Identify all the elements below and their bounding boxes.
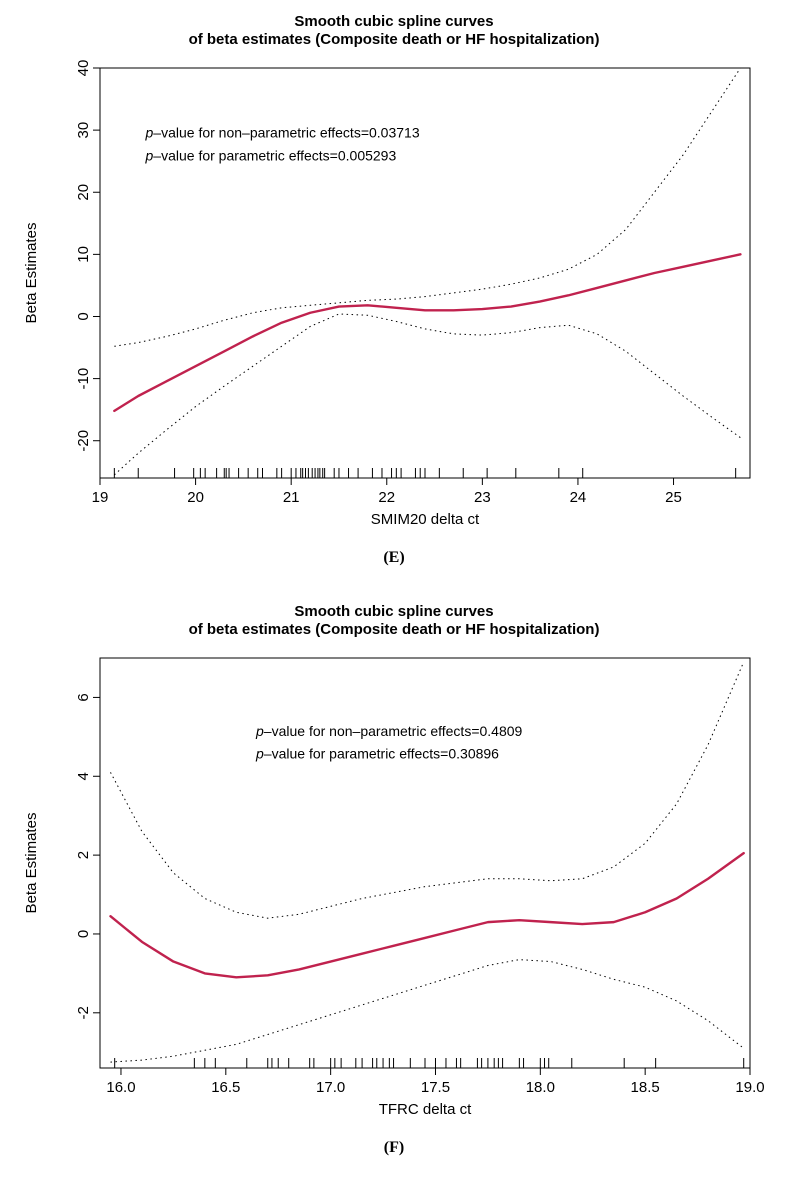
panel-E-pval-param-rest: –value for parametric effects=0.005293 [153, 147, 396, 163]
svg-text:23: 23 [474, 489, 491, 506]
figure-page: Smooth cubic spline curves of beta estim… [0, 0, 788, 1183]
panel-F-pval-nonparam: p–value for non–parametric effects=0.480… [255, 723, 523, 739]
panel-F-main-line [110, 853, 743, 977]
panel-F-pval-param: p–value for parametric effects=0.30896 [255, 745, 499, 761]
svg-text:20: 20 [187, 489, 204, 506]
panel-F-ci-upper [110, 662, 743, 918]
svg-text:20: 20 [75, 184, 92, 201]
panel-E-pval-nonparam-p: p [145, 125, 154, 141]
svg-text:18.5: 18.5 [631, 1079, 660, 1096]
panel-E-rug [114, 468, 735, 478]
panel-F-container: Smooth cubic spline curves of beta estim… [0, 590, 788, 1170]
panel-E-ci-lower [114, 314, 740, 475]
panel-E-pval-param-p: p [145, 147, 154, 163]
svg-text:17.0: 17.0 [316, 1079, 345, 1096]
svg-text:0: 0 [75, 312, 92, 320]
panel-F-xlabel: TFRC delta ct [379, 1101, 472, 1118]
svg-text:4: 4 [75, 772, 92, 780]
panel-F-x-axis: 16.0 16.5 17.0 17.5 18.0 18.5 19.0 [106, 1068, 764, 1096]
panel-E-x-axis: 19 20 21 22 23 24 25 [92, 478, 682, 506]
svg-text:16.0: 16.0 [106, 1079, 135, 1096]
panel-F-pval-nonparam-rest: –value for non–parametric effects=0.4809 [264, 723, 523, 739]
panel-F-ci-lower [110, 960, 743, 1063]
svg-text:10: 10 [75, 246, 92, 263]
panel-F-svg: Smooth cubic spline curves of beta estim… [0, 590, 788, 1170]
panel-E-pval-nonparam-rest: –value for non–parametric effects=0.0371… [153, 125, 420, 141]
svg-text:-20: -20 [75, 430, 92, 452]
svg-text:24: 24 [570, 489, 587, 506]
svg-text:0: 0 [75, 930, 92, 938]
svg-text:22: 22 [378, 489, 395, 506]
panel-F-title-line1: Smooth cubic spline curves [294, 603, 493, 620]
panel-F-y-axis: -2 0 2 4 6 [75, 693, 100, 1019]
panel-F-pval-param-rest: –value for parametric effects=0.30896 [264, 745, 499, 761]
panel-E-pval-param: p–value for parametric effects=0.005293 [145, 147, 397, 163]
panel-E-title-line2: of beta estimates (Composite death or HF… [189, 31, 600, 48]
svg-text:30: 30 [75, 122, 92, 139]
svg-text:2: 2 [75, 851, 92, 859]
panel-F-pval-param-p: p [255, 745, 264, 761]
panel-E-xlabel: SMIM20 delta ct [371, 511, 480, 528]
panel-F-ylabel: Beta Estimates [23, 813, 40, 914]
svg-text:40: 40 [75, 60, 92, 77]
panel-F-pval-nonparam-p: p [255, 723, 264, 739]
panel-E-ylabel: Beta Estimates [23, 223, 40, 324]
svg-text:-2: -2 [75, 1006, 92, 1019]
panel-F-rug [115, 1058, 744, 1068]
panel-E-main-line [114, 254, 740, 411]
panel-E-tag: (E) [383, 549, 404, 566]
panel-F-tag: (F) [384, 1139, 404, 1156]
svg-text:6: 6 [75, 693, 92, 701]
svg-text:25: 25 [665, 489, 682, 506]
panel-E-svg: Smooth cubic spline curves of beta estim… [0, 0, 788, 580]
panel-F-plot-border [100, 658, 750, 1068]
svg-text:19.0: 19.0 [735, 1079, 764, 1096]
svg-text:18.0: 18.0 [526, 1079, 555, 1096]
svg-text:16.5: 16.5 [211, 1079, 240, 1096]
panel-F-title-line2: of beta estimates (Composite death or HF… [189, 621, 600, 638]
svg-text:21: 21 [283, 489, 300, 506]
svg-text:-10: -10 [75, 368, 92, 390]
panel-E-ci-upper [114, 68, 740, 346]
panel-E-y-axis: -20 -10 0 10 20 30 40 [75, 60, 100, 452]
panel-E-title-line1: Smooth cubic spline curves [294, 13, 493, 30]
svg-text:19: 19 [92, 489, 109, 506]
panel-E-container: Smooth cubic spline curves of beta estim… [0, 0, 788, 580]
panel-E-pval-nonparam: p–value for non–parametric effects=0.037… [145, 125, 420, 141]
svg-text:17.5: 17.5 [421, 1079, 450, 1096]
